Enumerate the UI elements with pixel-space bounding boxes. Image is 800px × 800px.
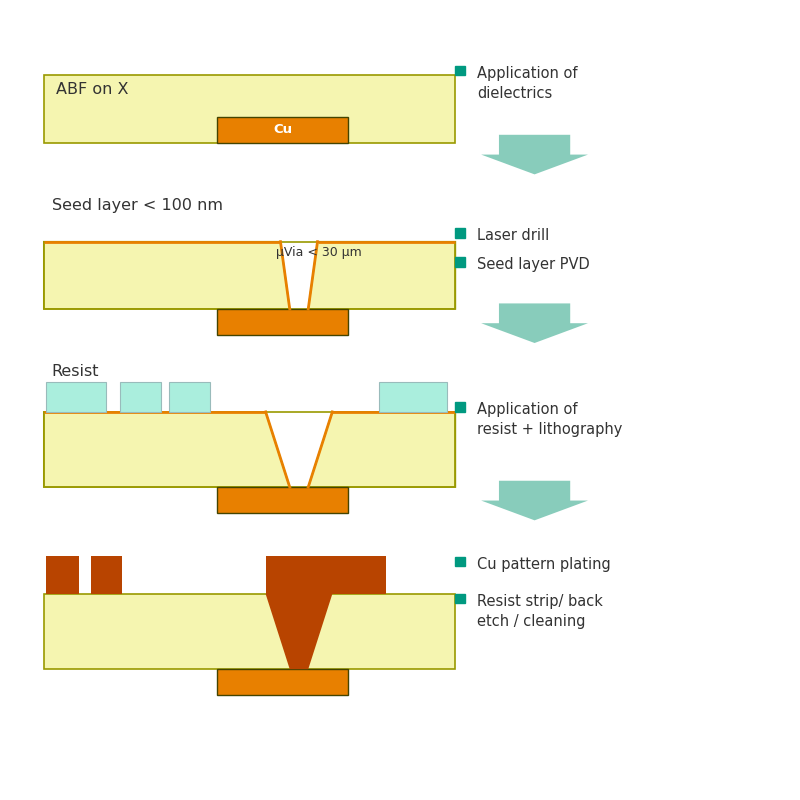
Polygon shape	[308, 242, 455, 309]
Bar	[44, 594, 455, 669]
Bar	[44, 75, 455, 142]
Bar	[46, 556, 79, 594]
Bar	[455, 258, 465, 267]
Bar	[455, 594, 465, 603]
Bar	[217, 309, 348, 334]
Bar	[217, 117, 348, 142]
Text: Application of
resist + lithography: Application of resist + lithography	[477, 402, 622, 437]
Text: μVia < 30 μm: μVia < 30 μm	[277, 246, 362, 258]
Text: Seed layer PVD: Seed layer PVD	[477, 258, 590, 272]
Text: Resist: Resist	[52, 364, 99, 379]
Polygon shape	[266, 594, 332, 669]
Polygon shape	[308, 412, 455, 487]
Polygon shape	[481, 481, 588, 520]
Bar	[455, 228, 465, 238]
Text: Resist strip/ back
etch / cleaning: Resist strip/ back etch / cleaning	[477, 594, 602, 629]
Bar	[455, 557, 465, 566]
Bar	[217, 669, 348, 694]
Bar	[455, 66, 465, 75]
Text: Laser drill: Laser drill	[477, 228, 549, 243]
Text: Seed layer < 100 nm: Seed layer < 100 nm	[52, 198, 222, 213]
Text: Application of
dielectrics: Application of dielectrics	[477, 66, 578, 101]
Bar	[91, 556, 122, 594]
Bar	[44, 412, 455, 487]
Bar	[217, 487, 348, 513]
Text: Cu pattern plating: Cu pattern plating	[477, 557, 610, 571]
Bar	[266, 556, 386, 594]
Bar	[44, 242, 455, 309]
Text: Cu: Cu	[273, 123, 292, 137]
Bar	[379, 382, 447, 412]
Bar	[120, 382, 161, 412]
Bar	[455, 402, 465, 412]
Polygon shape	[44, 242, 290, 309]
Polygon shape	[481, 303, 588, 343]
Polygon shape	[44, 412, 290, 487]
Text: ABF on X: ABF on X	[56, 82, 128, 97]
Bar	[170, 382, 210, 412]
Bar	[46, 382, 106, 412]
Polygon shape	[481, 134, 588, 174]
